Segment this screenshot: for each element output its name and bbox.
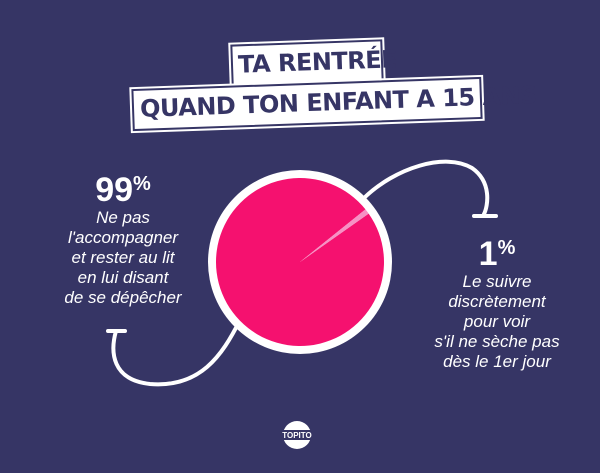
topito-logo: TOPITO — [281, 421, 313, 449]
label-right-value: 1 — [478, 235, 498, 273]
label-left-value: 99 — [95, 171, 134, 209]
label-right-line: dès le 1er jour — [443, 352, 551, 371]
label-left-sign: % — [133, 173, 151, 195]
label-right-line: pour voir — [463, 312, 531, 331]
label-right: 1% Le suivre discrètement pour voir s'il… — [424, 236, 570, 372]
label-left-line: l'accompagner — [67, 228, 179, 247]
label-right-sign: % — [497, 237, 516, 259]
label-left: 99% Ne pas l'accompagner et rester au li… — [58, 172, 188, 308]
label-right-percent: 1% — [424, 236, 570, 272]
connector-line — [106, 318, 242, 387]
logo-text: TOPITO — [282, 431, 312, 440]
label-right-line: s'il ne sèche pas — [434, 332, 560, 351]
label-left-line: en lui disant — [77, 268, 169, 287]
pie-slice-minor — [300, 209, 369, 262]
label-right-line: discrètement — [448, 292, 546, 311]
label-left-percent: 99% — [58, 172, 188, 208]
label-right-line: Le suivre — [462, 272, 532, 291]
label-left-line: Ne pas — [96, 208, 150, 227]
connector-line-right — [362, 159, 498, 218]
label-left-line: et rester au lit — [71, 248, 175, 267]
label-left-line: de se dépêcher — [64, 288, 182, 307]
